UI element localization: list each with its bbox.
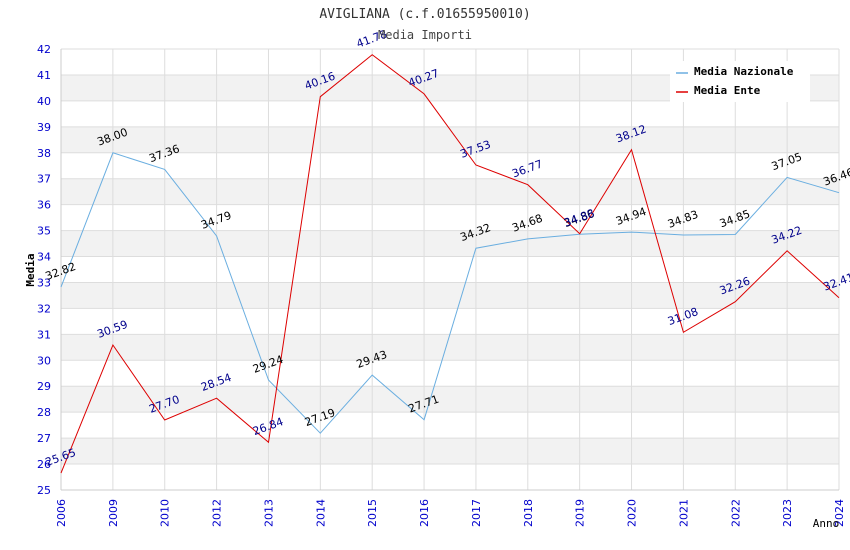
y-tick-label: 42 [37,43,51,56]
y-tick-label: 38 [37,147,51,160]
grid-band [61,412,839,439]
legend-box [670,61,810,102]
x-axis-title: Anno [813,517,840,530]
y-tick-label: 30 [37,354,51,367]
x-tick-label: 2006 [55,499,68,527]
x-tick-label: 2020 [626,499,639,527]
grid-band [61,100,839,127]
series-line-media-ente [60,54,840,474]
axes: 25 26 27 28 29 30 31 32 33 34 35 36 37 38 39 40 41 42 2006… [37,43,846,527]
plot-bands [61,49,839,490]
grid-band [61,386,839,413]
grid-band [61,152,839,179]
x-tick-label: 2022 [729,499,742,527]
grid-band [61,438,839,465]
y-tick-label: 27 [37,432,51,445]
series-line-media-nazionale [60,152,840,434]
grid-band [61,204,839,231]
y-tick-label: 35 [37,225,51,238]
y-tick-label: 33 [37,276,51,289]
x-tick-label: 2015 [366,499,379,527]
legend-label-media-nazionale: Media Nazionale [694,65,794,78]
y-tick-label: 32 [37,302,51,315]
x-tick-label: 2013 [262,499,275,527]
x-tick-label: 2017 [470,499,483,527]
grid-band [61,360,839,387]
grid-band [61,308,839,335]
x-tick-label: 2018 [522,499,535,527]
x-tick-label: 2023 [781,499,794,527]
chart-title: AVIGLIANA (c.f.01655950010) [319,7,530,22]
y-tick-label: 26 [37,458,51,471]
x-tick-label: 2010 [159,499,172,527]
grid-band [61,178,839,205]
legend: Media Nazionale Media Ente [670,61,810,102]
y-tick-label: 25 [37,484,51,497]
x-tick-label: 2021 [677,499,690,527]
x-tick-label: 2016 [418,499,431,527]
x-tick-label: 2019 [574,499,587,527]
grid-band [61,464,839,490]
x-tick-label: 2009 [107,499,120,527]
y-tick-label: 29 [37,380,51,393]
x-tick-label: 2024 [833,499,846,527]
series-group [60,54,840,474]
y-tick-label: 39 [37,121,51,134]
x-tick-label: 2014 [314,499,327,527]
y-tick-label: 31 [37,328,51,341]
y-axis-title: Media [24,253,37,286]
legend-label-media-ente: Media Ente [694,84,761,97]
grid-band [61,256,839,283]
y-tick-label: 36 [37,199,51,212]
y-tick-label: 41 [37,69,51,82]
grid-band [61,282,839,309]
y-tick-label: 28 [37,406,51,419]
grid-band [61,334,839,361]
y-tick-label: 37 [37,173,51,186]
grid-band [61,126,839,153]
chart-subtitle: Media Importi [378,28,472,42]
y-tick-label: 40 [37,95,51,108]
y-tick-label: 34 [37,251,51,264]
x-tick-label: 2012 [211,499,224,527]
